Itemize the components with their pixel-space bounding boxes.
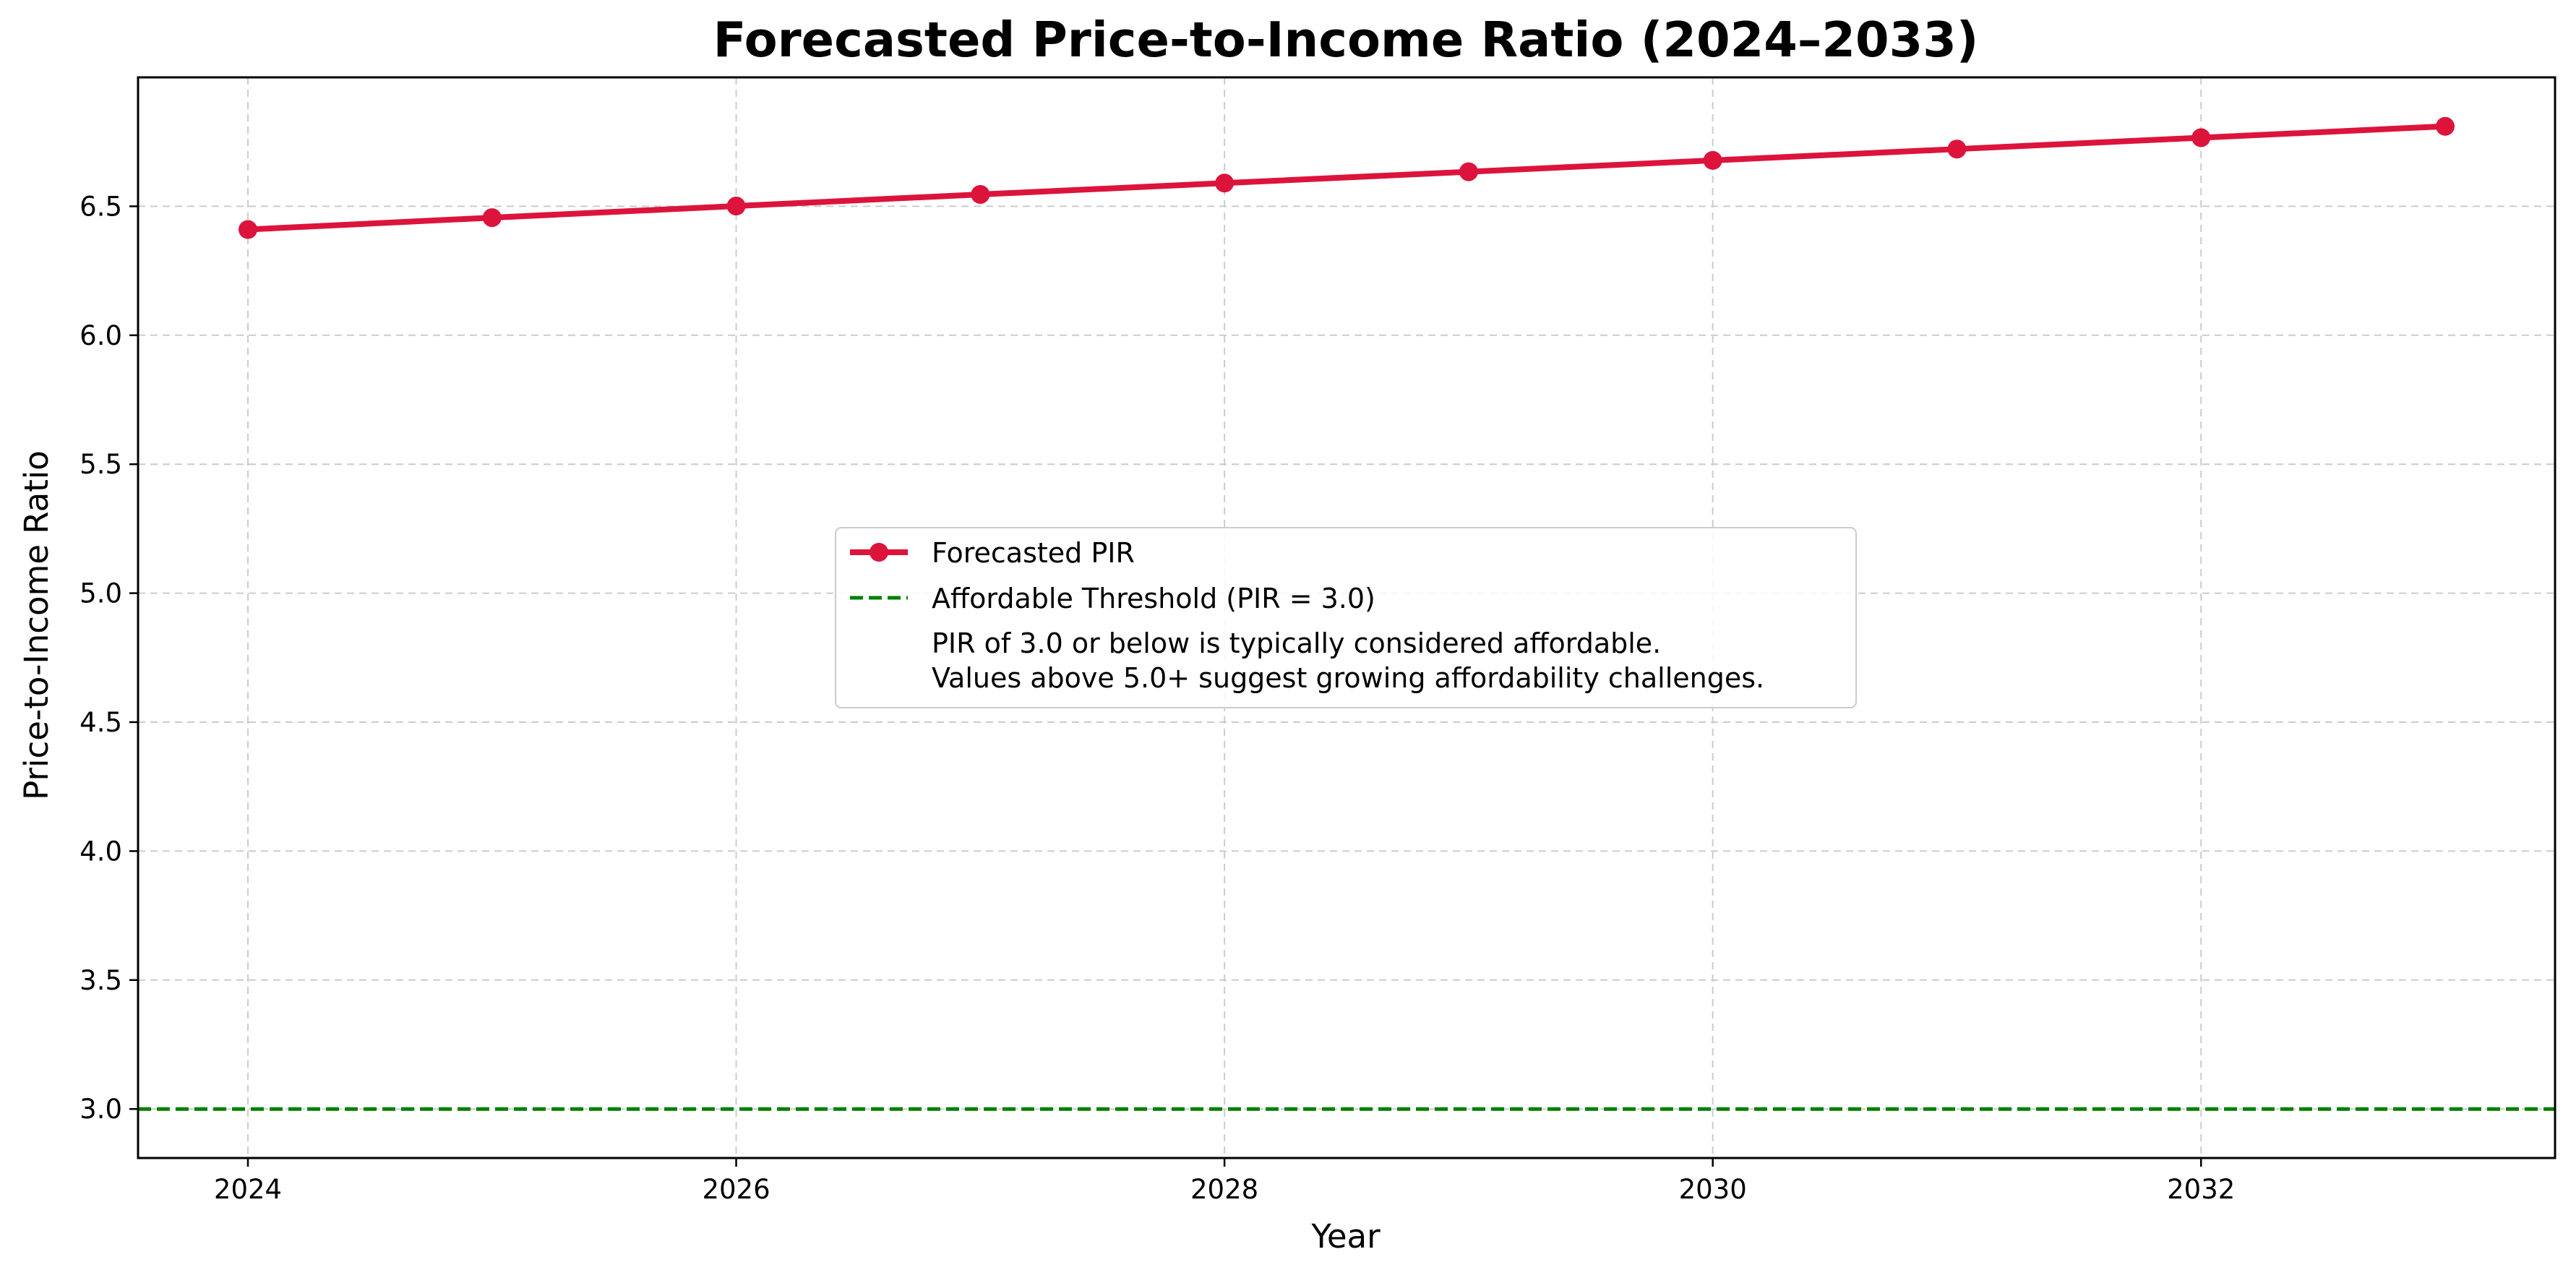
y-tick-label-4: 5.0 (80, 578, 122, 609)
data-point-2026 (726, 197, 746, 216)
legend-marker-pir (870, 543, 888, 562)
y-axis-label: Price-to-Income Ratio (17, 450, 56, 800)
legend-label-threshold: Affordable Threshold (PIR = 3.0) (932, 583, 1375, 614)
legend-label-pir: Forecasted PIR (932, 537, 1135, 569)
y-tick-label-1: 3.5 (80, 965, 122, 996)
data-point-2033 (2436, 116, 2455, 136)
x-tick-label-2032: 2032 (2167, 1174, 2235, 1205)
data-point-2030 (1703, 150, 1722, 170)
data-point-2025 (482, 208, 502, 228)
chart-title: Forecasted Price-to-Income Ratio (2024–2… (713, 12, 1979, 68)
plot-frame (137, 76, 2556, 1159)
data-point-2024 (239, 220, 257, 239)
legend: Forecasted PIR Affordable Threshold (PIR… (835, 527, 1857, 708)
series-line-0 (245, 123, 2448, 233)
data-point-2027 (971, 184, 990, 204)
y-tick-label-6: 6.0 (80, 320, 122, 351)
x-tick-label-2030: 2030 (1679, 1174, 1747, 1205)
x-tick-label-2026: 2026 (702, 1174, 770, 1205)
series-layer (239, 116, 2455, 239)
legend-note-line-2: Values above 5.0+ suggest growing afford… (932, 662, 1764, 694)
y-tick-label-3: 4.5 (80, 707, 122, 738)
data-point-2032 (2191, 128, 2211, 147)
y-tick-label-0: 3.0 (80, 1094, 122, 1125)
x-tick-label-2024: 2024 (214, 1174, 282, 1205)
x-tick-label-2028: 2028 (1190, 1174, 1258, 1205)
legend-box (835, 527, 1857, 708)
legend-note-line-1: PIR of 3.0 or below is typically conside… (932, 627, 1661, 659)
x-axis-label: Year (1310, 1217, 1381, 1256)
y-tick-label-2: 4.0 (80, 836, 122, 867)
data-point-2031 (1947, 140, 1967, 159)
y-tick-label-5: 5.5 (80, 449, 122, 480)
data-point-2028 (1215, 173, 1235, 193)
y-tick-label-7: 6.5 (80, 191, 122, 222)
data-point-2029 (1459, 162, 1478, 181)
axis-ticks: 2024 2026 2028 2030 2032 3.0 3.5 4.0 4.5 5.0 5.5 6.… (80, 191, 2235, 1205)
